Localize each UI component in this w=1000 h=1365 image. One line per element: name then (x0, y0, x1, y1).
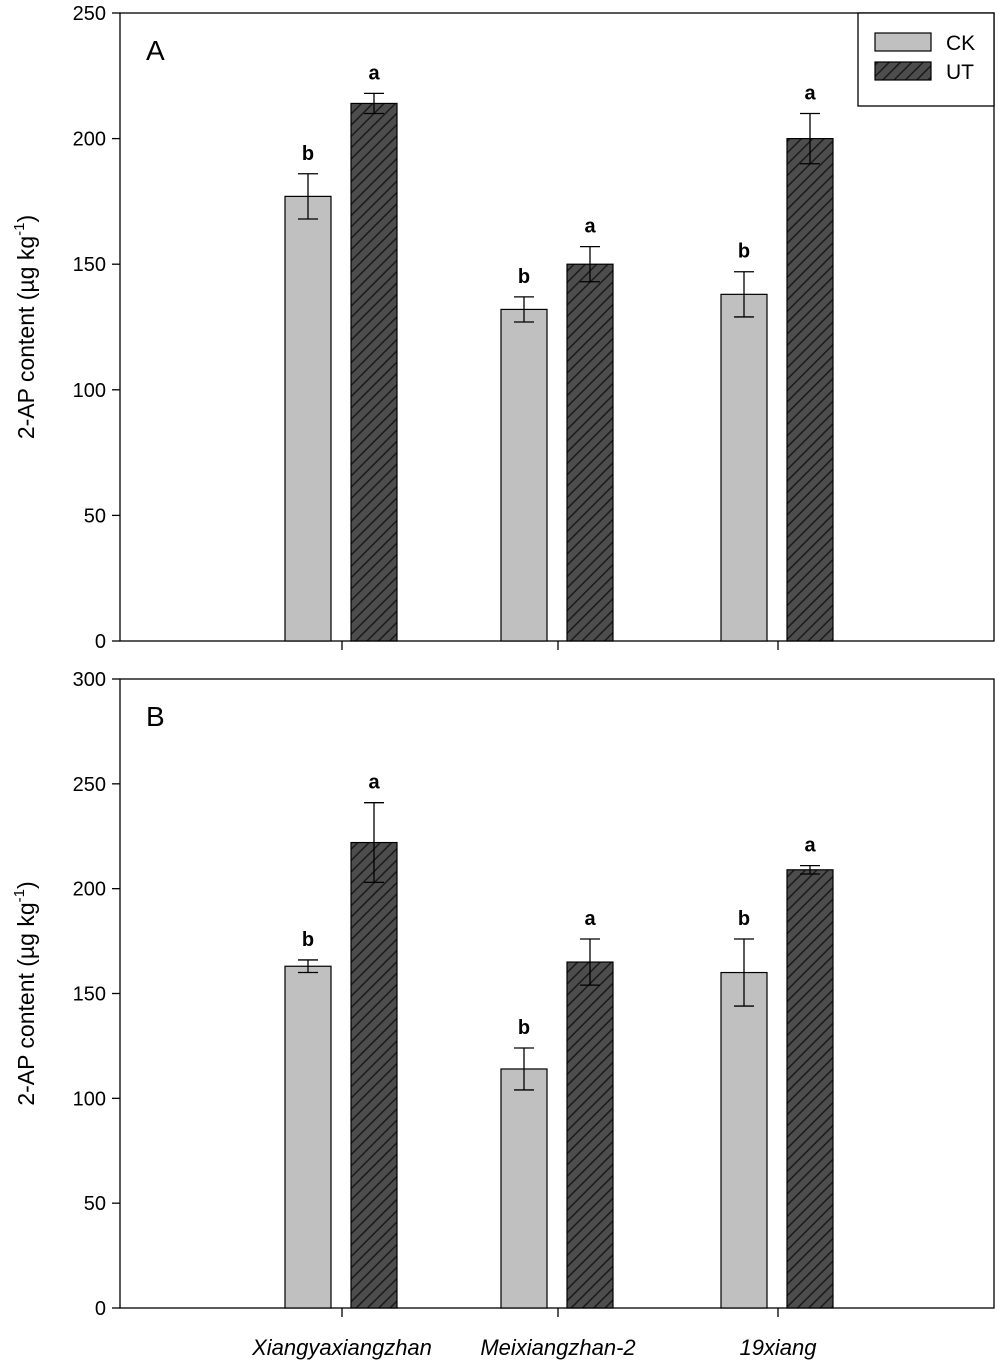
significance-letter: a (368, 772, 380, 794)
y-axis-title-superscript: -1 (11, 223, 28, 236)
significance-letter: b (738, 908, 750, 930)
panel-letter: B (146, 701, 165, 732)
x-category-label: Xiangyaxiangzhan (251, 1335, 432, 1360)
bar-ut (786, 138, 834, 642)
y-tick-label: 0 (95, 1298, 106, 1320)
bar-ck (500, 308, 548, 642)
y-tick-label: 100 (73, 1088, 106, 1110)
legend-label-ck: CK (946, 32, 975, 55)
y-axis-title-main: 2-AP content (µg kg (13, 236, 39, 439)
y-axis-title-main: 2-AP content (µg kg (13, 902, 39, 1105)
panel-A: 0 50 100 150 200 250 2-AP content (µg kg-1) Ab b… (11, 3, 995, 653)
y-tick-label: 0 (95, 631, 106, 653)
bar-ck (284, 965, 332, 1309)
bar-ut (566, 961, 614, 1309)
significance-letter: b (738, 241, 750, 263)
y-tick-label: 300 (73, 669, 106, 691)
x-category-label: 19xiang (739, 1335, 817, 1360)
legend-swatch-ut (874, 61, 932, 81)
y-axis-title: 2-AP content (µg kg-1) (11, 881, 39, 1105)
significance-letter: a (584, 908, 596, 930)
legend-swatch-ck (874, 32, 932, 52)
bar-ck (720, 971, 768, 1309)
bar-ut (786, 869, 834, 1309)
y-tick-label: 150 (73, 984, 106, 1006)
panel-letter: A (146, 35, 165, 66)
plot-frame (119, 678, 995, 1309)
significance-letter: b (302, 929, 314, 951)
y-tick-label: 200 (73, 879, 106, 901)
y-tick-label: 150 (73, 254, 106, 276)
bar-ut (566, 263, 614, 642)
y-tick-label: 250 (73, 774, 106, 796)
bar-ck (500, 1068, 548, 1309)
y-tick-label: 200 (73, 129, 106, 151)
y-axis-title-superscript: -1 (11, 889, 28, 902)
bar-ut (350, 102, 398, 642)
significance-letter: a (368, 62, 380, 84)
bar-ck (720, 293, 768, 642)
significance-letter: a (804, 835, 816, 857)
bar-ck (284, 195, 332, 642)
x-category-label: Meixiangzhan-2 (480, 1335, 635, 1360)
legend-label-ut: UT (946, 61, 974, 84)
y-axis-title-close: ) (13, 215, 39, 223)
y-tick-label: 50 (84, 505, 106, 527)
significance-letter: a (584, 216, 596, 238)
y-tick-label: 250 (73, 3, 106, 25)
significance-letter: b (302, 143, 314, 165)
panel-B: 0 50 100 150 200 250 300 2-AP content (µg kg-1)… (11, 669, 995, 1360)
significance-letter: b (518, 266, 530, 288)
significance-letter: b (518, 1017, 530, 1039)
plot-frame (119, 12, 995, 642)
bar-ut (350, 841, 398, 1309)
y-axis-title-close: ) (13, 881, 39, 889)
significance-letter: a (804, 82, 816, 104)
legend-box (857, 12, 995, 107)
y-tick-label: 50 (84, 1193, 106, 1215)
y-axis-title: 2-AP content (µg kg-1) (11, 215, 39, 439)
y-tick-label: 100 (73, 380, 106, 402)
